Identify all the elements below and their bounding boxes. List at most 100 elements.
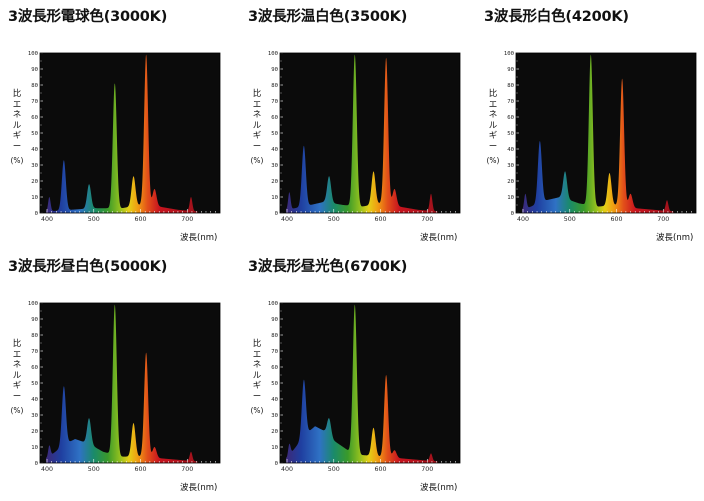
y-axis-label-char: エ [12, 99, 22, 110]
y-tick-label: 100 [28, 51, 38, 57]
y-axis-label-char: エ [252, 99, 262, 110]
y-tick-label: 20 [31, 179, 38, 185]
y-tick-label: 40 [507, 147, 514, 153]
y-axis-label-char: ー [252, 141, 262, 152]
y-tick-label: 30 [507, 163, 514, 169]
plot-border [279, 302, 461, 464]
y-tick-label: 10 [271, 445, 278, 451]
y-axis-label-char: ギ [252, 131, 262, 141]
spectrum-chart: 0 10 20 30 40 50 60 70 80 90 100 400 500 600 700 [28, 301, 221, 473]
chart-panel-3000k: 3波長形電球色(3000K) 比エネルギー (%) 波長(nm) 0 10 20 30 40 50… [8, 5, 233, 243]
chart-panel-5000k: 3波長形昼白色(5000K) 比エネルギー (%) 波長(nm) 0 10 20 30 40 50… [8, 255, 233, 493]
y-tick-label: 50 [507, 131, 514, 137]
plot-area [40, 53, 220, 213]
y-tick-label: 10 [507, 195, 514, 201]
x-tick-label: 400 [517, 216, 529, 223]
y-axis-label-char: ネ [12, 360, 22, 370]
y-tick-label: 100 [28, 301, 38, 307]
x-axis-label: 波長(nm) [420, 233, 458, 243]
plot-border [39, 52, 221, 214]
y-axis-label-char: エ [252, 349, 262, 360]
chart-panel-4200k: 3波長形白色(4200K) 比エネルギー (%) 波長(nm) 0 10 20 30 40 50 6… [484, 5, 704, 243]
x-tick-label: 700 [421, 216, 433, 223]
x-tick-label: 500 [88, 216, 100, 223]
y-axis-label-char: ル [12, 370, 22, 381]
y-axis-label: 比エネルギー (%) [250, 89, 264, 167]
y-axis-label-char: ネ [252, 110, 262, 120]
y-axis-label-char: (%) [250, 156, 264, 165]
y-tick-label: 0 [275, 461, 278, 467]
spectrum-chart: 0 10 20 30 40 50 60 70 80 90 100 400 500 600 700 [268, 301, 461, 473]
y-tick-label: 70 [31, 99, 38, 105]
y-tick-label: 80 [271, 83, 278, 89]
plot-area [516, 53, 696, 213]
y-tick-label: 80 [507, 83, 514, 89]
x-tick-label: 700 [181, 216, 193, 223]
x-tick-label: 400 [41, 216, 53, 223]
spectrum-area [286, 54, 438, 213]
plot-border [279, 52, 461, 214]
y-axis-label-char: (%) [250, 406, 264, 415]
y-tick-label: 70 [31, 349, 38, 355]
y-tick-label: 80 [31, 333, 38, 339]
y-axis-label: 比エネルギー (%) [250, 339, 264, 417]
y-tick-label: 70 [271, 99, 278, 105]
x-tick-label: 500 [564, 216, 576, 223]
y-axis-label-char: エ [488, 99, 498, 110]
spectrum-area [46, 304, 198, 463]
y-tick-label: 60 [271, 115, 278, 121]
spectrum-area [46, 54, 198, 213]
x-tick-label: 600 [375, 466, 387, 473]
y-axis-label-char: 比 [252, 89, 262, 99]
y-axis-label: 比エネルギー (%) [10, 339, 24, 417]
chart-title: 3波長形電球色(3000K) [8, 9, 168, 25]
y-tick-label: 60 [31, 365, 38, 371]
y-axis-label-char: (%) [10, 156, 24, 165]
chart-title: 3波長形昼白色(5000K) [8, 259, 168, 275]
y-axis-label-char: ネ [488, 110, 498, 120]
y-tick-label: 10 [31, 445, 38, 451]
y-tick-label: 40 [31, 397, 38, 403]
y-axis-label-char: 比 [12, 89, 22, 99]
x-tick-label: 600 [611, 216, 623, 223]
y-axis-label-char: ネ [252, 360, 262, 370]
y-tick-label: 30 [271, 413, 278, 419]
y-tick-label: 20 [271, 179, 278, 185]
y-axis-label-char: ギ [12, 381, 22, 391]
y-axis-label: 比エネルギー (%) [486, 89, 500, 167]
x-tick-label: 400 [281, 466, 293, 473]
spectrum-chart: 0 10 20 30 40 50 60 70 80 90 100 400 500 600 700 [28, 51, 221, 223]
x-tick-label: 500 [328, 466, 340, 473]
y-tick-label: 20 [507, 179, 514, 185]
chart-panel-6700k: 3波長形昼光色(6700K) 比エネルギー (%) 波長(nm) 0 10 20 30 40 50… [248, 255, 473, 493]
plot-area [280, 53, 460, 213]
x-axis-label: 波長(nm) [180, 233, 218, 243]
y-axis-label-char: ネ [12, 110, 22, 120]
chart-title: 3波長形昼光色(6700K) [248, 259, 408, 275]
y-tick-label: 0 [35, 211, 38, 217]
plot-border [39, 302, 221, 464]
y-axis-label-char: ル [488, 120, 498, 131]
y-tick-label: 90 [31, 317, 38, 323]
chart-title: 3波長形白色(4200K) [484, 9, 629, 25]
y-axis-label-char: ギ [12, 131, 22, 141]
y-tick-label: 100 [504, 51, 514, 57]
y-tick-label: 70 [507, 99, 514, 105]
x-axis-label: 波長(nm) [180, 483, 218, 493]
y-tick-label: 40 [271, 147, 278, 153]
y-tick-label: 50 [31, 381, 38, 387]
y-tick-label: 80 [31, 83, 38, 89]
y-tick-label: 90 [271, 67, 278, 73]
y-tick-label: 100 [268, 51, 278, 57]
y-tick-label: 0 [275, 211, 278, 217]
y-axis-label-char: ー [252, 391, 262, 402]
spectrum-chart: 0 10 20 30 40 50 60 70 80 90 100 400 500 600 700 [504, 51, 697, 223]
y-axis-label-char: ー [488, 141, 498, 152]
y-axis-label-char: (%) [10, 406, 24, 415]
x-axis-label: 波長(nm) [656, 233, 694, 243]
x-tick-label: 600 [135, 466, 147, 473]
x-tick-label: 700 [657, 216, 669, 223]
y-tick-label: 70 [271, 349, 278, 355]
y-axis-label-char: ギ [488, 131, 498, 141]
x-axis-label: 波長(nm) [420, 483, 458, 493]
